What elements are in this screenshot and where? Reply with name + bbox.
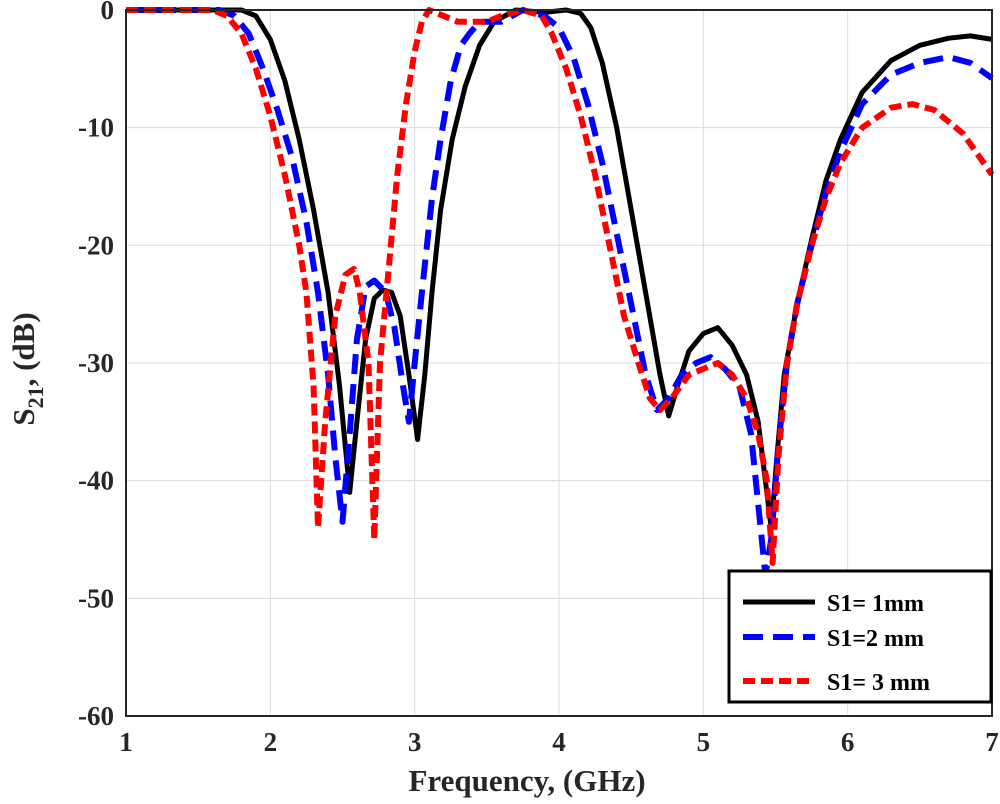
y-axis-label: S21, (dB) [6,312,48,425]
x-axis-label: Frequency, (GHz) [408,763,645,798]
x-tick-label: 2 [264,727,278,757]
y-tick-label: -50 [78,583,114,613]
y-axis-label-main: S [6,408,41,425]
x-tick-label: 7 [985,727,999,757]
x-tick-label: 4 [552,727,566,757]
legend-label-s1-3mm: S1= 3 mm [827,670,930,696]
y-axis-label-sub: 21 [23,386,48,408]
series-layer [126,7,995,578]
x-tick-label: 1 [119,727,133,757]
y-tick-label: -30 [78,348,114,378]
x-tick-label: 5 [697,727,711,757]
x-tick-label: 3 [408,727,422,757]
legend: S1= 1mm S1=2 mm S1= 3 mm [727,569,993,704]
y-tick-label: -10 [78,113,114,143]
y-tick-label: -20 [78,230,114,260]
legend-label-s1-2mm: S1=2 mm [827,626,924,652]
y-tick-label: 0 [101,0,115,25]
legend-label-s1-1mm: S1= 1mm [827,591,924,617]
x-tick-label: 6 [841,727,855,757]
y-axis-label-rest: , (dB) [6,312,41,386]
y-tick-label: -40 [78,466,114,496]
y-tick-label: -60 [78,701,114,731]
series-line-s1-3-mm [126,7,995,566]
plot-frame [125,9,993,717]
tick-labels: 1 2 3 4 5 6 7 0 -10 -20 -30 -40 -50 -60 [78,0,999,757]
